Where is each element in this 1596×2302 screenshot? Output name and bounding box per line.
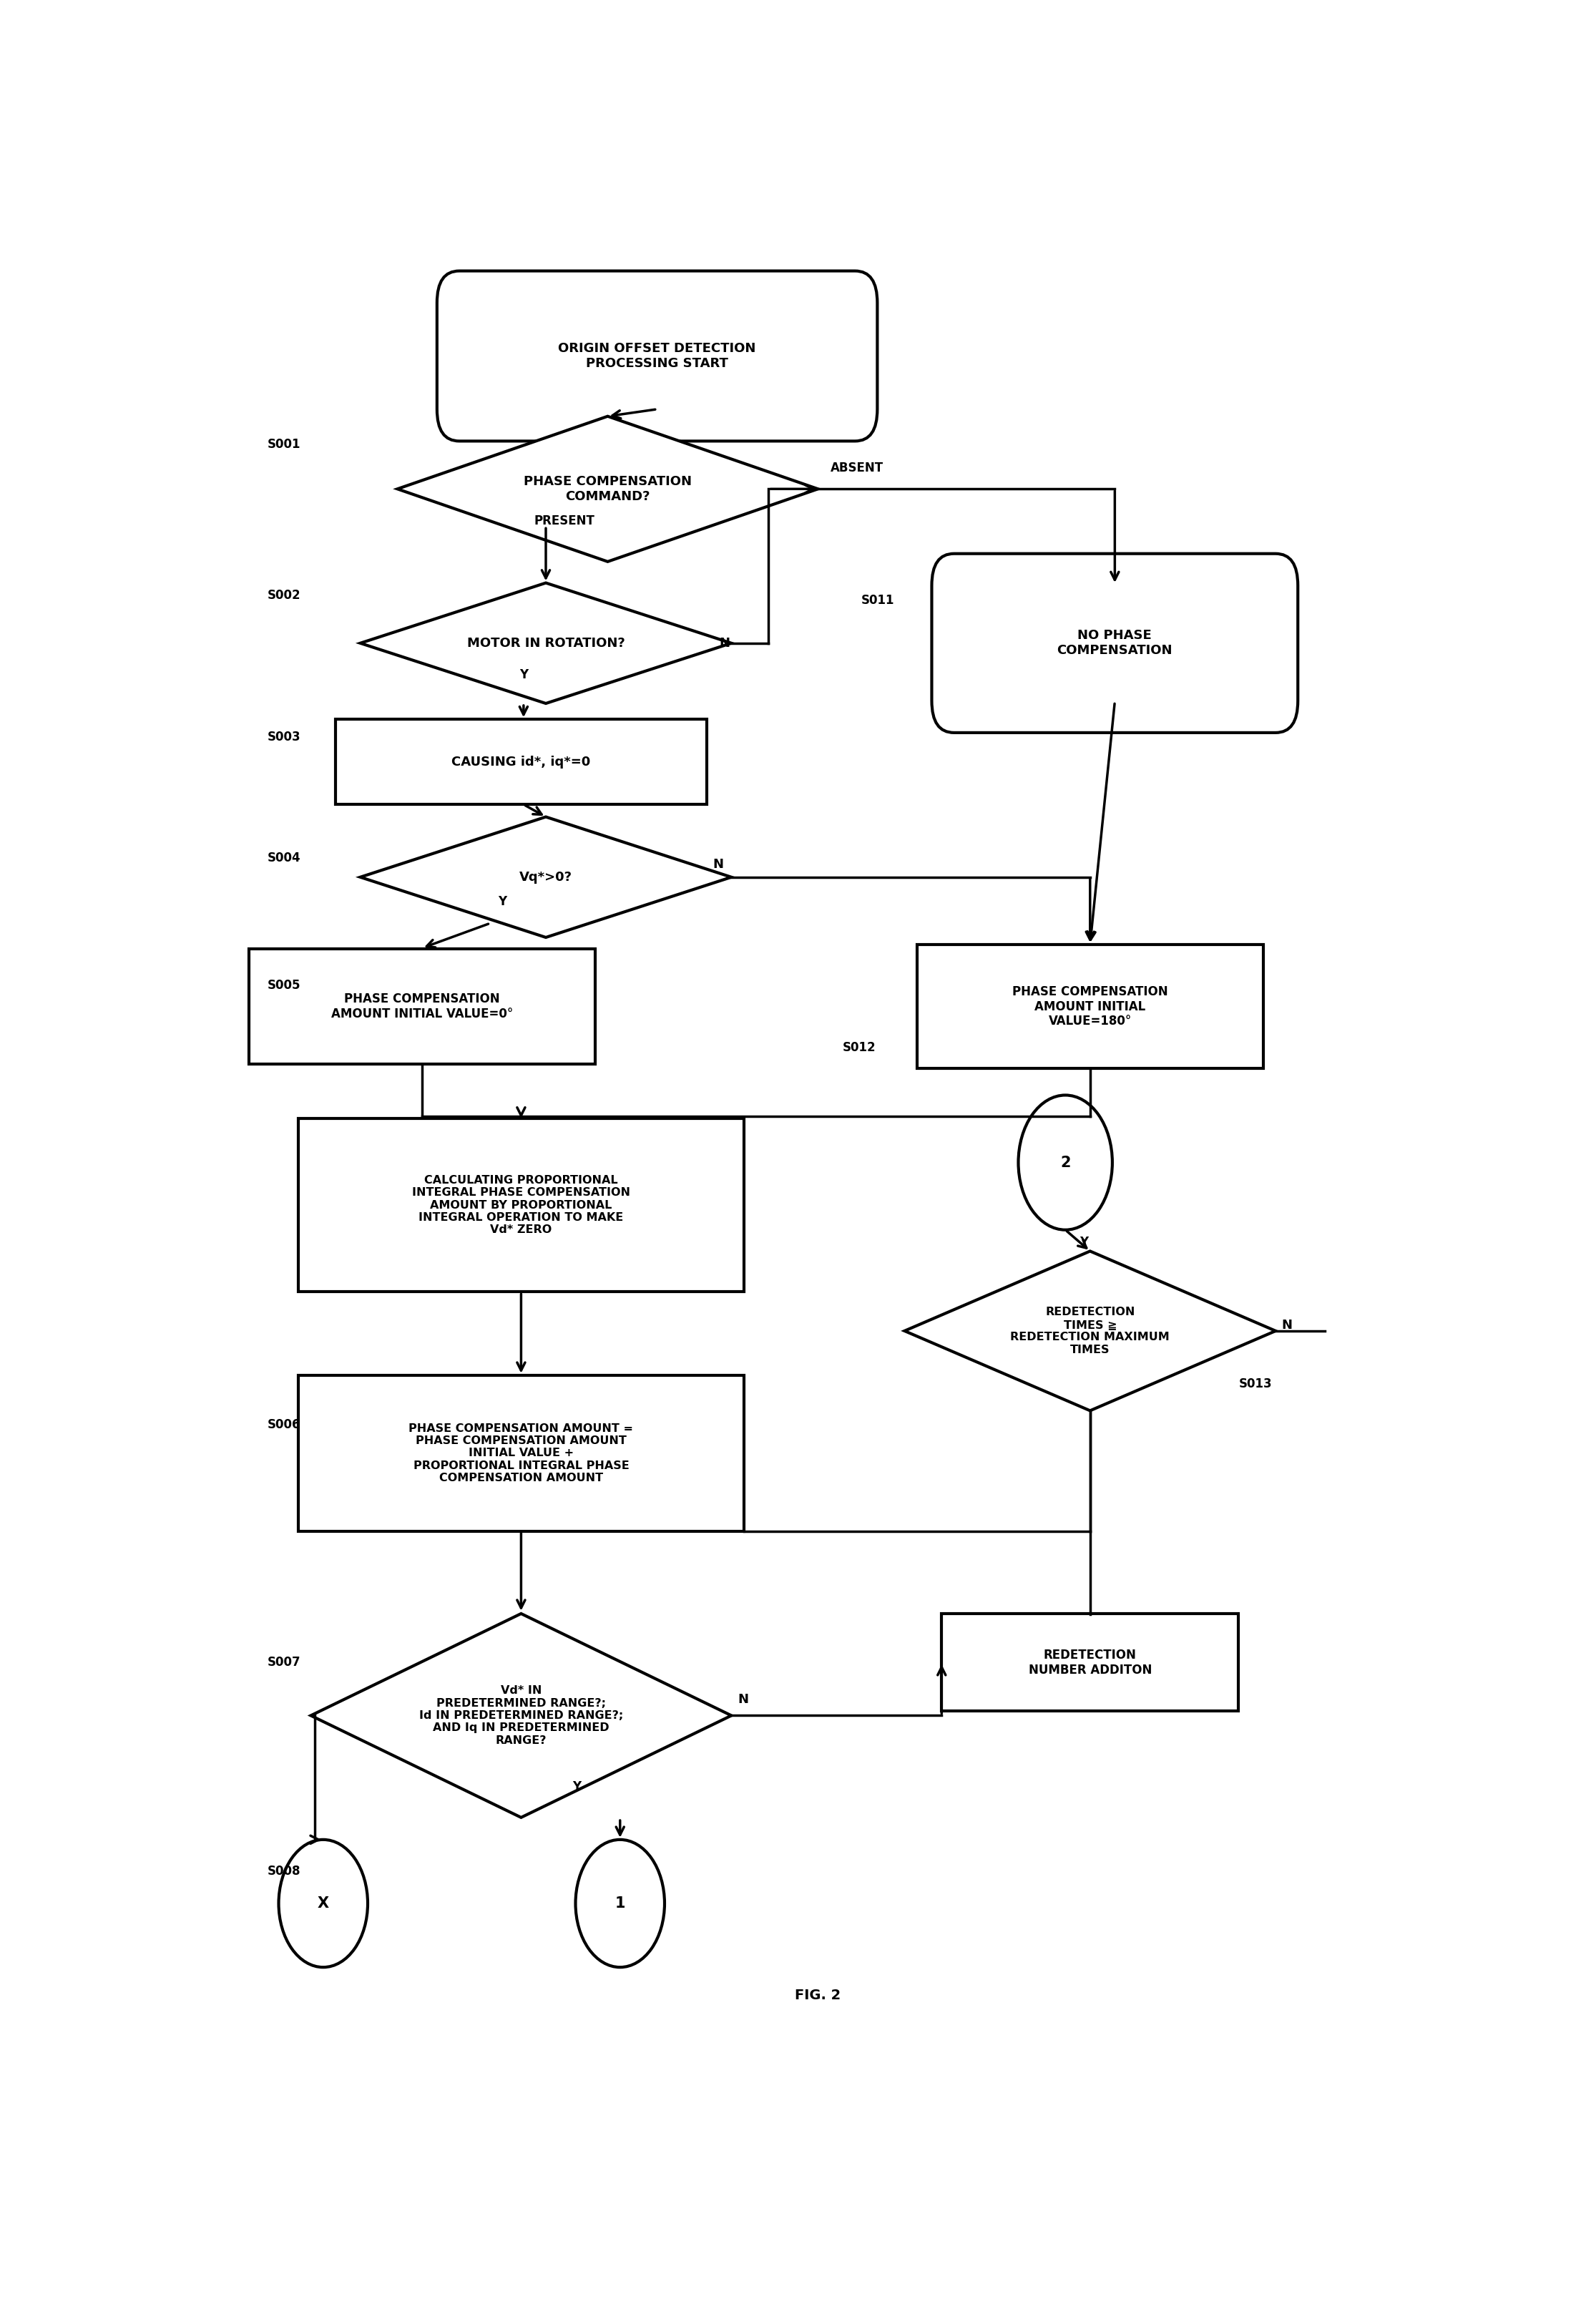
Bar xyxy=(249,948,595,1064)
Text: S004: S004 xyxy=(268,852,302,863)
Text: NO PHASE
COMPENSATION: NO PHASE COMPENSATION xyxy=(1057,628,1173,656)
FancyBboxPatch shape xyxy=(932,555,1298,732)
Text: Vd* IN
PREDETERMINED RANGE?;
Id IN PREDETERMINED RANGE?;
AND Iq IN PREDETERMINED: Vd* IN PREDETERMINED RANGE?; Id IN PREDE… xyxy=(420,1685,622,1745)
Text: S002: S002 xyxy=(268,589,302,601)
Text: REDETECTION
TIMES ≧
REDETECTION MAXIMUM
TIMES: REDETECTION TIMES ≧ REDETECTION MAXIMUM … xyxy=(1010,1308,1170,1356)
Text: S013: S013 xyxy=(1238,1377,1272,1390)
Text: PRESENT: PRESENT xyxy=(535,513,595,527)
Text: S006: S006 xyxy=(268,1418,300,1432)
Text: PHASE COMPENSATION
AMOUNT INITIAL VALUE=0°: PHASE COMPENSATION AMOUNT INITIAL VALUE=… xyxy=(332,992,512,1020)
Circle shape xyxy=(1018,1096,1112,1229)
Text: REDETECTION
NUMBER ADDITON: REDETECTION NUMBER ADDITON xyxy=(1028,1648,1152,1676)
Text: Y: Y xyxy=(498,895,508,909)
Text: 2: 2 xyxy=(1060,1156,1071,1169)
Bar xyxy=(335,718,707,803)
Text: Y: Y xyxy=(1079,1236,1088,1248)
Text: S008: S008 xyxy=(268,1865,300,1878)
Polygon shape xyxy=(361,817,731,937)
Text: N: N xyxy=(713,859,723,870)
Polygon shape xyxy=(905,1252,1275,1411)
Text: Vq*>0?: Vq*>0? xyxy=(519,870,573,884)
Text: S012: S012 xyxy=(843,1041,876,1054)
Text: S005: S005 xyxy=(268,978,300,992)
Text: N: N xyxy=(720,638,729,649)
Text: ORIGIN OFFSET DETECTION
PROCESSING START: ORIGIN OFFSET DETECTION PROCESSING START xyxy=(559,343,757,371)
Bar xyxy=(916,944,1264,1068)
Text: CAUSING id*, iq*=0: CAUSING id*, iq*=0 xyxy=(452,755,591,769)
Text: MOTOR IN ROTATION?: MOTOR IN ROTATION? xyxy=(468,638,624,649)
Text: N: N xyxy=(1282,1319,1293,1333)
Text: PHASE COMPENSATION
COMMAND?: PHASE COMPENSATION COMMAND? xyxy=(523,474,691,502)
Circle shape xyxy=(576,1839,664,1968)
Text: FIG. 2: FIG. 2 xyxy=(795,1989,841,2003)
Text: Y: Y xyxy=(519,668,528,681)
FancyBboxPatch shape xyxy=(437,272,878,442)
Bar xyxy=(298,1119,744,1291)
Bar xyxy=(942,1614,1238,1710)
Text: S001: S001 xyxy=(268,437,300,451)
Text: CALCULATING PROPORTIONAL
INTEGRAL PHASE COMPENSATION
AMOUNT BY PROPORTIONAL
INTE: CALCULATING PROPORTIONAL INTEGRAL PHASE … xyxy=(412,1174,630,1236)
Text: S007: S007 xyxy=(268,1655,302,1669)
Text: X: X xyxy=(318,1897,329,1911)
Circle shape xyxy=(279,1839,367,1968)
Bar xyxy=(298,1374,744,1531)
Text: PHASE COMPENSATION
AMOUNT INITIAL
VALUE=180°: PHASE COMPENSATION AMOUNT INITIAL VALUE=… xyxy=(1012,985,1168,1029)
Polygon shape xyxy=(311,1614,731,1819)
Text: S011: S011 xyxy=(862,594,894,608)
Text: S003: S003 xyxy=(268,730,302,744)
Text: ABSENT: ABSENT xyxy=(830,460,883,474)
Polygon shape xyxy=(397,417,819,562)
Text: 1: 1 xyxy=(614,1897,626,1911)
Polygon shape xyxy=(361,582,731,704)
Text: PHASE COMPENSATION AMOUNT =
PHASE COMPENSATION AMOUNT
INITIAL VALUE +
PROPORTION: PHASE COMPENSATION AMOUNT = PHASE COMPEN… xyxy=(409,1423,634,1482)
Text: Y: Y xyxy=(573,1779,581,1793)
Text: N: N xyxy=(737,1694,749,1706)
